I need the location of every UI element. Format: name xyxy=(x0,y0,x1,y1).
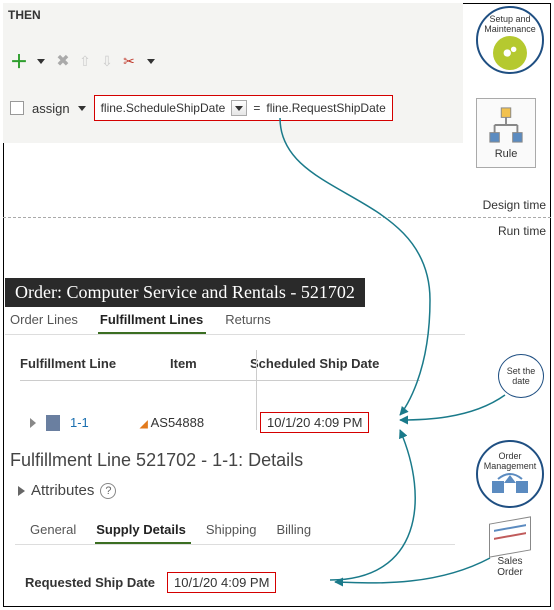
attributes-header[interactable]: Attributes ? xyxy=(18,482,116,499)
requested-ship-date-value: 10/1/20 4:09 PM xyxy=(167,572,276,593)
attributes-label: Attributes xyxy=(31,482,94,499)
rule-assignment-row: assign fline.ScheduleShipDate = fline.Re… xyxy=(10,95,393,121)
fulfillment-table-row: 1-1 ◢ AS54888 10/1/20 4:09 PM xyxy=(30,412,369,433)
tab-shipping[interactable]: Shipping xyxy=(206,522,257,537)
table-header-underline xyxy=(20,380,420,381)
design-time-label: Design time xyxy=(483,198,546,212)
collapse-icon[interactable] xyxy=(18,486,25,496)
item-value: AS54888 xyxy=(151,415,205,430)
gears-icon xyxy=(493,36,527,70)
order-management-label: Order Management xyxy=(478,451,542,471)
assignment-expression: fline.ScheduleShipDate = fline.RequestSh… xyxy=(94,95,393,121)
rule-icon xyxy=(487,106,525,144)
dropdown-icon[interactable] xyxy=(32,52,50,70)
order-header: Order: Computer Service and Rentals - 52… xyxy=(5,278,365,307)
col-fulfillment-line: Fulfillment Line xyxy=(20,356,170,371)
lhs-field[interactable]: fline.ScheduleShipDate xyxy=(101,101,226,115)
set-date-label: Set the date xyxy=(501,366,541,386)
tab-general[interactable]: General xyxy=(30,522,76,537)
details-title: Fulfillment Line 521702 - 1-1: Details xyxy=(10,450,303,471)
order-tabs: Order Lines Fulfillment Lines Returns xyxy=(10,312,271,327)
document-icon xyxy=(46,415,60,431)
tab-supply-details[interactable]: Supply Details xyxy=(96,522,186,537)
col-scheduled-ship-date: Scheduled Ship Date xyxy=(250,356,399,371)
details-tabs-baseline xyxy=(15,544,455,545)
fulfillment-table-header: Fulfillment Line Item Scheduled Ship Dat… xyxy=(20,356,399,371)
scheduled-ship-date-value: 10/1/20 4:09 PM xyxy=(260,412,369,433)
setup-maintenance-callout: Setup and Maintenance xyxy=(476,6,544,74)
requested-ship-date-row: Requested Ship Date 10/1/20 4:09 PM xyxy=(25,572,276,593)
order-management-icon xyxy=(490,471,530,497)
assign-action-label: assign xyxy=(32,101,70,116)
order-management-callout: Order Management xyxy=(476,440,544,508)
help-icon[interactable]: ? xyxy=(100,483,116,499)
order-tabs-baseline xyxy=(5,334,465,335)
tab-billing[interactable]: Billing xyxy=(276,522,311,537)
sales-order-callout: Sales Order xyxy=(484,520,536,576)
delete-icon[interactable]: ✖ xyxy=(54,52,72,70)
fulfillment-line-link[interactable]: 1-1 xyxy=(70,415,130,430)
row-checkbox[interactable] xyxy=(10,101,24,115)
col-item: Item xyxy=(170,356,250,371)
rule-tile-label: Rule xyxy=(495,148,518,160)
tab-order-lines[interactable]: Order Lines xyxy=(10,312,78,327)
sales-order-icon xyxy=(489,516,531,557)
operator-label: = xyxy=(253,101,260,115)
assign-dropdown-icon[interactable] xyxy=(78,106,86,111)
then-section-label: THEN xyxy=(8,8,41,22)
move-down-icon[interactable]: ⇩ xyxy=(98,52,116,70)
sales-order-label: Sales Order xyxy=(484,556,536,578)
tab-returns[interactable]: Returns xyxy=(225,312,271,327)
rule-tile[interactable]: Rule xyxy=(476,98,536,168)
lhs-dropdown-icon[interactable] xyxy=(231,100,247,116)
requested-ship-date-label: Requested Ship Date xyxy=(25,575,155,590)
add-icon[interactable]: ＋ xyxy=(10,52,28,70)
expand-icon[interactable] xyxy=(30,418,36,428)
move-up-icon[interactable]: ⇧ xyxy=(76,52,94,70)
setup-maintenance-label: Setup and Maintenance xyxy=(478,14,542,34)
details-tabs: General Supply Details Shipping Billing xyxy=(30,522,311,537)
tab-fulfillment-lines[interactable]: Fulfillment Lines xyxy=(100,312,203,327)
cut-icon[interactable]: ✂ xyxy=(120,52,138,70)
dropdown-icon[interactable] xyxy=(142,52,160,70)
item-flag-icon: ◢ xyxy=(140,419,148,430)
rhs-field[interactable]: fline.RequestShipDate xyxy=(266,101,385,115)
rule-toolbar: ＋ ✖ ⇧ ⇩ ✂ xyxy=(10,52,160,70)
rule-editor-panel xyxy=(3,3,463,143)
set-date-callout: Set the date xyxy=(498,354,544,398)
run-time-label: Run time xyxy=(498,224,546,238)
time-divider xyxy=(3,217,551,218)
